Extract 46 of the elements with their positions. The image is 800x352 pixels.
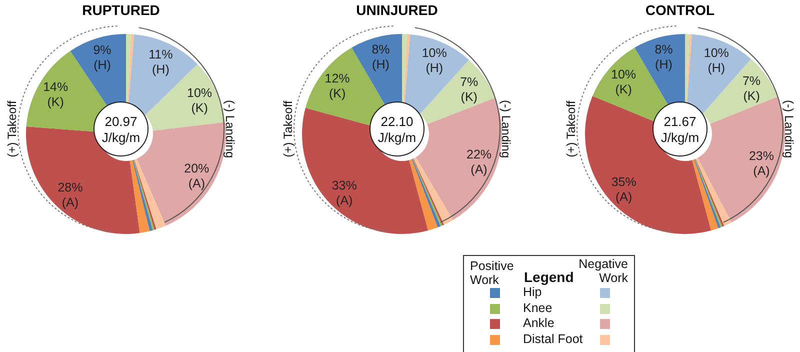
data-label: 22% (A): [466, 148, 492, 177]
data-label: 14% (K): [43, 80, 68, 109]
data-label: 20% (A): [184, 162, 210, 191]
text: Negative Work: [578, 257, 628, 285]
text: (+) Takeoff: [564, 100, 578, 158]
data-label: 7% (K): [742, 74, 761, 103]
category-label: Knee: [523, 300, 552, 316]
donut-slice: [420, 60, 496, 124]
text: Legend: [524, 269, 574, 285]
text: 22.10 J/kg/m: [378, 114, 416, 145]
text: (-) Landing: [223, 100, 237, 158]
donut-slice: [26, 126, 140, 234]
text: (+) Takeoff: [5, 100, 19, 158]
data-label: 35% (A): [611, 174, 636, 204]
category-label: Distal Foot: [523, 332, 583, 346]
data-label: 28% (A): [58, 180, 83, 210]
data-label: 11% (H): [148, 47, 173, 76]
category-label: Ankle: [523, 316, 554, 331]
data-label: 7% (K): [460, 74, 478, 104]
text: 21.67 J/kg/m: [660, 114, 700, 145]
data-label: 8% (H): [654, 42, 673, 72]
data-label: 10% (K): [187, 86, 212, 115]
text: (-) Landing: [499, 100, 513, 158]
data-label: 23% (A): [748, 149, 774, 178]
donut-slice: [145, 64, 226, 131]
data-label: 10% (H): [704, 46, 729, 75]
donut-slice: [702, 58, 778, 124]
data-label: 10% (H): [422, 46, 447, 76]
chart-title: UNINJURED: [355, 2, 439, 18]
text: (-) Landing: [782, 100, 796, 158]
text: (+) Takeoff: [281, 100, 295, 158]
data-label: 10% (K): [611, 67, 636, 96]
chart-title: RUPTURED: [81, 2, 161, 18]
donut-slice: [302, 108, 428, 234]
donut-slice: [696, 158, 732, 226]
text: 20.97 J/kg/m: [102, 114, 140, 145]
donut-slice: [585, 96, 712, 234]
data-label: 12% (K): [324, 71, 350, 100]
chart-title: CONTROL: [644, 2, 716, 18]
data-label: 9% (H): [93, 43, 112, 72]
data-label: 33% (A): [332, 178, 357, 208]
text: Positive Work: [470, 259, 515, 287]
donut-slice: [413, 157, 453, 225]
category-label: Hip: [523, 285, 542, 300]
data-label: 8% (H): [372, 42, 390, 72]
donut-slice: [134, 158, 166, 230]
